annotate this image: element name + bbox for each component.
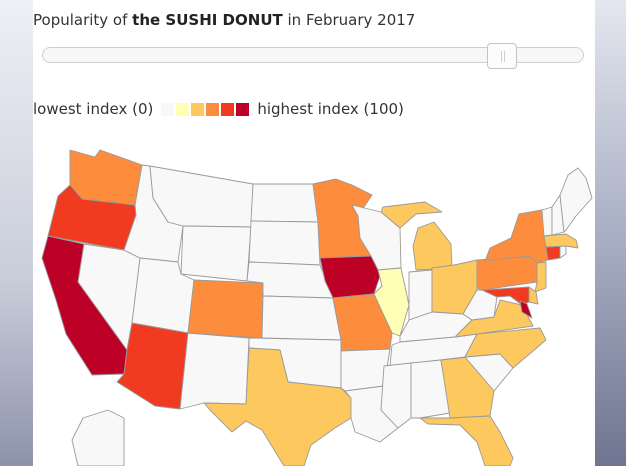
state-ma[interactable] — [543, 233, 579, 249]
state-ri[interactable] — [559, 245, 567, 259]
title-suffix: in February 2017 — [282, 11, 416, 29]
state-wa[interactable] — [69, 149, 143, 206]
legend-swatches — [161, 102, 251, 116]
state-sd[interactable] — [248, 220, 321, 266]
color-legend: lowest index (0) highest index (100) — [33, 99, 404, 119]
state-nm[interactable] — [179, 332, 250, 410]
timeline-slider-track[interactable] — [42, 47, 584, 63]
state-dc[interactable] — [519, 300, 533, 319]
state-ks[interactable] — [261, 295, 342, 341]
state-md[interactable] — [481, 286, 530, 306]
state-fl[interactable] — [419, 415, 514, 466]
legend-low-label: lowest index (0) — [33, 100, 154, 118]
state-ms[interactable] — [380, 362, 412, 429]
background-right — [594, 0, 626, 466]
title-prefix: Popularity of — [33, 11, 133, 29]
legend-swatch-0 — [161, 102, 175, 116]
state-ak[interactable] — [71, 409, 125, 466]
state-ny[interactable] — [484, 209, 549, 264]
state-wy[interactable] — [180, 225, 252, 282]
state-mt[interactable] — [149, 165, 254, 228]
timeline-slider-handle[interactable] — [487, 43, 518, 69]
state-tx[interactable] — [203, 347, 352, 466]
legend-swatch-1 — [176, 102, 190, 116]
legend-swatch-2 — [191, 102, 205, 116]
page-title: Popularity of the SUSHI DONUT in Februar… — [33, 11, 415, 29]
state-co[interactable] — [187, 279, 264, 339]
title-emphasis: the SUSHI DONUT — [132, 11, 283, 29]
state-il[interactable] — [373, 267, 410, 337]
state-al[interactable] — [410, 359, 451, 419]
state-nj[interactable] — [534, 261, 547, 293]
state-ct[interactable] — [545, 245, 561, 261]
legend-swatch-5 — [236, 102, 250, 116]
state-nd[interactable] — [250, 183, 319, 223]
state-ga[interactable] — [440, 356, 495, 419]
state-me[interactable] — [559, 167, 593, 233]
legend-swatch-3 — [206, 102, 220, 116]
legend-swatch-4 — [221, 102, 235, 116]
background-left — [0, 0, 34, 466]
state-in[interactable] — [408, 269, 433, 321]
state-vt[interactable] — [541, 206, 553, 237]
legend-high-label: highest index (100) — [257, 100, 404, 118]
